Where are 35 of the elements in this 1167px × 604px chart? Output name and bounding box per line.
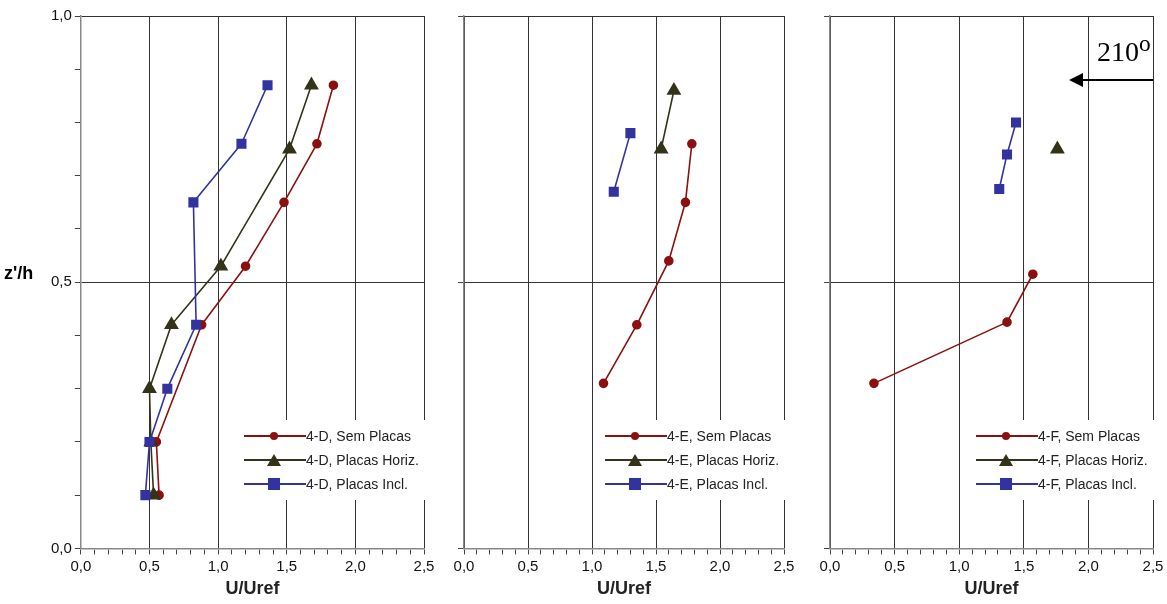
x-tick-label: 0,0 <box>819 556 841 574</box>
x-tick-label: 0,5 <box>884 556 906 574</box>
x-tick-label: 0,5 <box>517 556 539 574</box>
x-tick-label: 2,0 <box>709 556 731 574</box>
x-tick-label: 1,5 <box>645 556 667 574</box>
x-tick-label: 1,0 <box>581 556 603 574</box>
x-tick-label: 1,5 <box>276 556 298 574</box>
legend-label: 4-E, Placas Incl. <box>667 476 769 493</box>
y-tick-label: 0,0 <box>50 538 72 556</box>
x-tick-label: 2,5 <box>1142 556 1164 574</box>
legend-label: 4-D, Placas Incl. <box>306 476 408 493</box>
legend-label: 4-F, Placas Incl. <box>1038 476 1137 493</box>
x-tick-label: 2,5 <box>773 556 795 574</box>
x-tick-label: 0,5 <box>139 556 160 574</box>
x-tick-label: 1,0 <box>948 556 970 574</box>
x-axis-title: U/Uref <box>964 578 1020 599</box>
legend-label: 4-F, Placas Horiz. <box>1038 452 1148 469</box>
x-tick-label: 1,5 <box>1013 556 1035 574</box>
x-tick-label: 0,0 <box>453 556 475 574</box>
y-axis-title: z'/h <box>4 263 34 285</box>
x-tick-label: 2,5 <box>413 556 435 574</box>
y-tick-label: 0,5 <box>50 272 72 290</box>
legend-label: 4-E, Sem Placas <box>667 428 772 445</box>
x-axis-title: U/Uref <box>225 578 281 599</box>
legend-label: 4-E, Placas Horiz. <box>667 452 780 469</box>
x-tick-label: 2,0 <box>1077 556 1099 574</box>
x-axis-title: U/Uref <box>596 578 653 599</box>
legend-label: 4-D, Sem Placas <box>306 428 412 445</box>
legend-label: 4-F, Sem Placas <box>1038 428 1140 445</box>
x-tick-label: 2,0 <box>344 556 366 574</box>
y-tick-label: 1,0 <box>50 6 72 24</box>
annotation: 210$^{o}$ <box>1097 30 1151 69</box>
legend-label: 4-D, Placas Horiz. <box>306 452 419 469</box>
x-tick-label: 0,0 <box>70 556 92 574</box>
x-tick-label: 1,0 <box>207 556 229 574</box>
